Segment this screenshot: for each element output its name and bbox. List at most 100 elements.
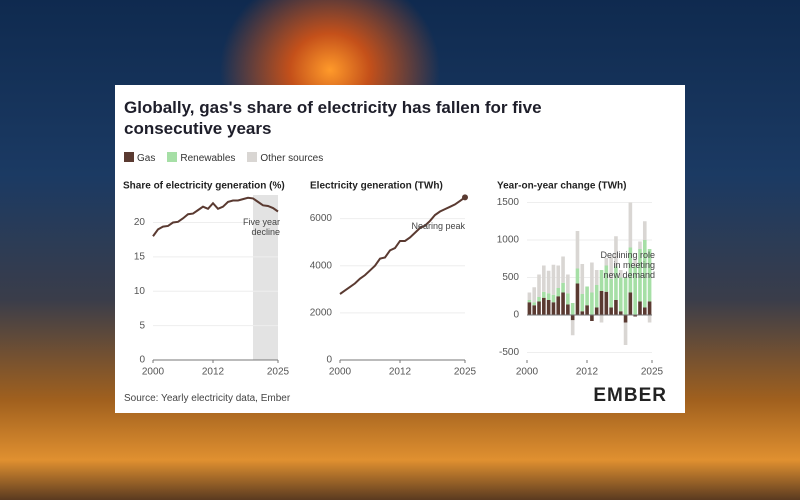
chart-title: Share of electricity generation (%) (123, 181, 285, 192)
bar-segment (647, 315, 652, 323)
bar-segment (551, 302, 556, 315)
annotation: Nearing peak (411, 221, 465, 231)
bar-segment (633, 315, 637, 317)
bar-segment (599, 270, 604, 291)
bar-segment (556, 296, 561, 315)
y-tick-label: 2000 (310, 307, 333, 318)
bar-segment (614, 266, 618, 300)
bar-segment (609, 279, 613, 308)
end-marker (462, 194, 468, 201)
bar-segment (604, 265, 609, 292)
bar-segment (590, 262, 594, 293)
bar-segment (542, 265, 546, 292)
bar-segment (532, 287, 537, 303)
bar-segment (628, 292, 633, 315)
bar-segment (609, 256, 613, 279)
y-tick-label: 4000 (310, 260, 333, 271)
bar-segment (623, 315, 628, 323)
bar-segment (614, 300, 618, 315)
bar-segment (561, 256, 565, 283)
bar-segment (551, 264, 556, 295)
y-tick-label: 6000 (310, 213, 333, 224)
bar-segment (638, 249, 642, 302)
bar-segment (556, 288, 561, 297)
bar-segment (532, 305, 537, 315)
y-tick-label: 500 (502, 272, 519, 283)
x-tick-label: 2012 (576, 367, 599, 378)
bar-segment (575, 231, 580, 269)
source: Source: Yearly electricity data, Ember (124, 393, 291, 404)
y-tick-label: 0 (326, 355, 332, 366)
bar-segment (590, 315, 594, 321)
bar-segment (642, 240, 647, 308)
bar-segment (590, 292, 594, 315)
bar-segment (628, 247, 633, 293)
x-tick-label: 2000 (516, 367, 539, 378)
y-tick-label: 20 (134, 217, 146, 228)
y-tick-label: 5 (139, 320, 145, 331)
bar-segment (537, 274, 541, 297)
bar-segment (585, 286, 589, 306)
annotation: Declining role in meeting new demand (600, 250, 655, 280)
bar-segment (570, 303, 575, 315)
bar-segment (566, 293, 570, 305)
x-tick-label: 2012 (202, 367, 225, 378)
bar-segment (618, 311, 623, 315)
bar-segment (527, 292, 532, 300)
bar-segment (580, 264, 585, 294)
bar-segment (642, 307, 647, 315)
x-tick-label: 2025 (454, 367, 477, 378)
y-tick-label: 0 (513, 310, 519, 321)
legend-item: Renewables (167, 152, 235, 164)
bar-segment (542, 291, 546, 298)
bar-segment (633, 266, 637, 315)
bar-segment (580, 294, 585, 312)
bar-segment (594, 270, 599, 285)
bar-segment (628, 202, 633, 248)
bar-segment (638, 301, 642, 315)
bar-segment (537, 297, 541, 302)
bar-segment (575, 268, 580, 284)
bar-segment (556, 265, 561, 288)
bar-segment (604, 258, 609, 266)
y-tick-label: 10 (134, 286, 146, 297)
bar-segment (575, 283, 580, 315)
bar-segment (604, 291, 609, 315)
bar-segment (614, 236, 618, 267)
bar-segment (566, 274, 570, 294)
y-tick-label: 0 (139, 355, 145, 366)
bar-segment (546, 293, 551, 300)
legend-label: Renewables (180, 153, 236, 164)
bar-segment (580, 311, 585, 315)
bar-segment (609, 307, 613, 315)
annotation: Five year decline (242, 217, 280, 237)
bar-segment (618, 277, 623, 312)
legend-swatch (167, 152, 178, 162)
bar-segment (537, 301, 541, 315)
legend-swatch (247, 152, 258, 162)
bar-segment (599, 315, 604, 323)
bar-segment (633, 258, 637, 267)
bar-segment (594, 285, 599, 308)
x-tick-label: 2000 (329, 367, 352, 378)
bar-segment (566, 304, 570, 315)
bar-segment (647, 249, 652, 302)
legend-item: Other sources (247, 152, 323, 164)
bar-segment (527, 302, 532, 315)
bar-segment (546, 270, 551, 294)
bar-segment (623, 277, 628, 315)
bar-segment (642, 221, 647, 240)
legend-label: Other sources (260, 153, 324, 164)
x-tick-label: 2012 (389, 367, 412, 378)
line (339, 196, 466, 295)
legend-item: Gas (124, 152, 155, 164)
bar-segment (585, 305, 589, 315)
bar-segment (532, 302, 537, 306)
bar-segment (594, 307, 599, 315)
chart-title: Year-on-year change (TWh) (497, 181, 626, 192)
bar-segment (542, 297, 546, 315)
title: Globally, gas's share of electricity has… (124, 98, 542, 138)
x-tick-label: 2000 (142, 367, 165, 378)
charts: Share of electricity generation (%) 0 5 10 1… (123, 181, 664, 378)
